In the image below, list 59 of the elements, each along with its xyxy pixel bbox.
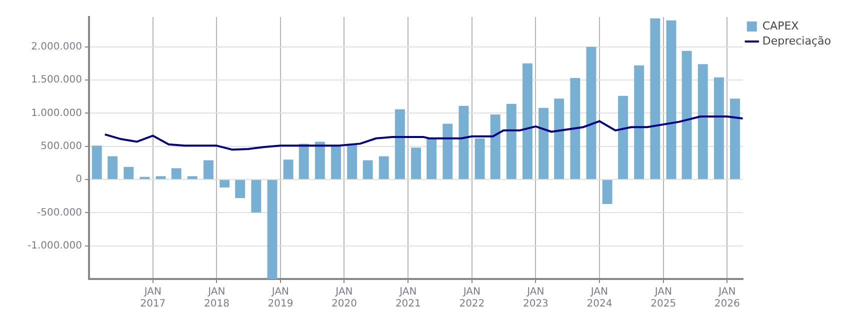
bar: [347, 144, 358, 180]
bar: [682, 50, 692, 180]
bar: [156, 176, 166, 180]
x-tick-label: JAN 2026: [714, 286, 740, 310]
bar: [283, 160, 294, 180]
legend-label: Depreciação: [762, 34, 832, 48]
bar: [267, 180, 278, 279]
y-tick-label: 2.000.000: [31, 41, 82, 52]
bar: [538, 108, 549, 180]
bar: [554, 98, 564, 180]
x-tick-label: JAN 2025: [650, 286, 676, 310]
bar: [394, 109, 405, 180]
bar: [714, 77, 724, 180]
bar: [220, 180, 230, 188]
bar: [634, 65, 644, 180]
bar: [124, 166, 134, 180]
bar: [171, 168, 182, 180]
bar: [650, 18, 660, 180]
bar: [474, 138, 485, 180]
bar: [730, 98, 740, 180]
bar: [442, 124, 453, 180]
bar: [314, 142, 325, 180]
bar: [666, 20, 676, 180]
bar: [490, 114, 500, 180]
y-tick-label: 500.000: [40, 140, 82, 152]
y-tick-label: 1.500.000: [31, 74, 82, 86]
bar: [411, 148, 421, 180]
x-tick-label: JAN 2023: [522, 286, 548, 310]
x-tick-label: JAN 2018: [204, 286, 230, 310]
y-tick-label: -500.000: [37, 207, 82, 218]
bar: [362, 160, 373, 180]
x-tick-label: JAN 2021: [395, 286, 421, 310]
bar: [522, 63, 532, 180]
bar: [187, 176, 198, 180]
x-tick-label: JAN 2024: [586, 286, 612, 310]
x-tick-label: JAN 2017: [140, 286, 166, 310]
x-tick-label: JAN 2020: [331, 286, 357, 310]
bar: [331, 145, 341, 180]
x-tick-label: JAN 2019: [268, 286, 294, 310]
bar: [698, 64, 708, 180]
y-tick-label: 0: [76, 174, 82, 186]
bar: [108, 156, 118, 180]
x-tick-label: JAN 2022: [459, 286, 485, 310]
y-tick-label: -1.000.000: [27, 240, 82, 252]
bar: [602, 180, 612, 204]
legend-label: CAPEX: [762, 19, 800, 32]
bar: [235, 180, 246, 198]
y-tick-label: 1.000.000: [31, 108, 82, 119]
bar: [92, 146, 102, 180]
bar: [618, 96, 628, 180]
bar: [586, 46, 596, 180]
bar: [426, 138, 437, 180]
bar: [204, 160, 214, 180]
bar: [251, 180, 262, 213]
bar: [298, 144, 309, 180]
bar: [458, 106, 469, 180]
bar: [506, 104, 516, 180]
bar: [570, 78, 580, 180]
bar: [378, 156, 389, 180]
